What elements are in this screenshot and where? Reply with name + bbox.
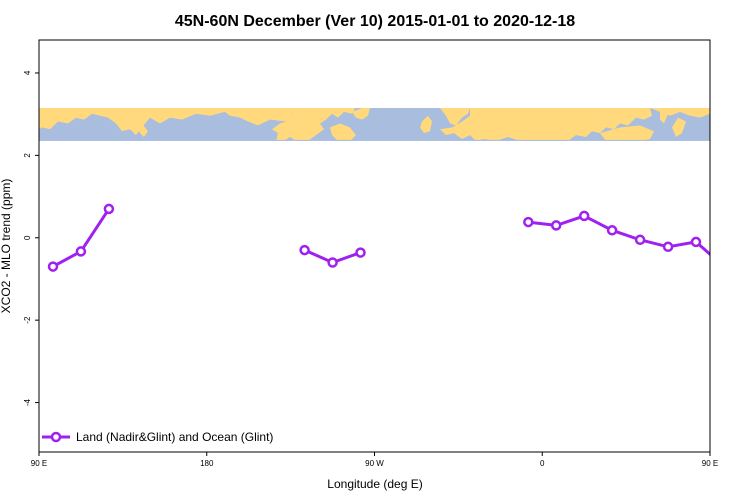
map-land	[39, 107, 710, 140]
x-tick-label-4: 0	[540, 459, 545, 468]
data-point-2	[75, 246, 87, 257]
land-scandinavia	[440, 107, 470, 126]
data-point-6	[355, 247, 366, 258]
land-manchuria	[600, 125, 654, 140]
legend: Land (Nadir&Glint) and Ocean (Glint)	[42, 430, 273, 444]
land-north-america	[272, 107, 355, 140]
chart-title: 45N-60N December (Ver 10) 2015-01-01 to …	[175, 13, 575, 30]
legend-label: Land (Nadir&Glint) and Ocean (Glint)	[76, 430, 273, 444]
land-hudson-east	[330, 123, 356, 140]
data-point-7	[523, 216, 534, 228]
data-point-9	[578, 210, 590, 222]
x-tick-label-1: 90 E	[31, 459, 47, 468]
data-point-8	[550, 220, 562, 231]
land-kamchatka	[138, 123, 148, 138]
x-axis-label: Longitude (deg E)	[327, 477, 422, 491]
y-tick-label-3: 0	[23, 235, 32, 240]
land-east-siberia	[650, 107, 710, 118]
land-europe-east	[440, 107, 540, 140]
x-tick-label-2: 180	[200, 459, 214, 468]
plot-frame	[38, 39, 711, 453]
y-tick-label-2: 2	[23, 153, 32, 158]
data-point-13	[690, 236, 702, 248]
land-asia-west	[39, 107, 100, 130]
x-tick-label-3: 90 W	[365, 459, 384, 468]
land-siberia	[100, 107, 225, 136]
y-axis: 4 2 0 -2 -4	[23, 70, 39, 406]
series-line-segment-1	[52, 208, 111, 268]
data-point-12	[662, 241, 674, 253]
x-tick-label-5: 90 E	[702, 459, 718, 468]
series-line-segment-3	[528, 214, 710, 257]
data-point-14	[720, 263, 728, 271]
y-tick-label-1: 4	[23, 70, 32, 75]
data-point-5	[327, 257, 338, 268]
y-axis-label: XCO2 - MLO trend (ppm)	[0, 179, 13, 314]
land-uk	[420, 115, 432, 134]
legend-marker	[50, 431, 62, 443]
y-tick-label-5: -4	[23, 398, 32, 406]
series-layer	[47, 203, 728, 272]
data-point-3	[103, 203, 115, 215]
data-point-11	[634, 234, 646, 246]
map-band	[39, 107, 710, 141]
y-tick-label-4: -2	[23, 316, 32, 324]
data-point-1	[47, 261, 59, 272]
data-point-4	[299, 244, 310, 256]
land-asia-east	[540, 107, 652, 140]
land-labrador	[352, 107, 370, 120]
data-point-10	[606, 225, 618, 236]
land-alaska	[225, 107, 292, 126]
land-kamchatka-2	[672, 117, 686, 138]
x-axis: 90 E 180 90 W 0 90 E	[31, 452, 718, 468]
